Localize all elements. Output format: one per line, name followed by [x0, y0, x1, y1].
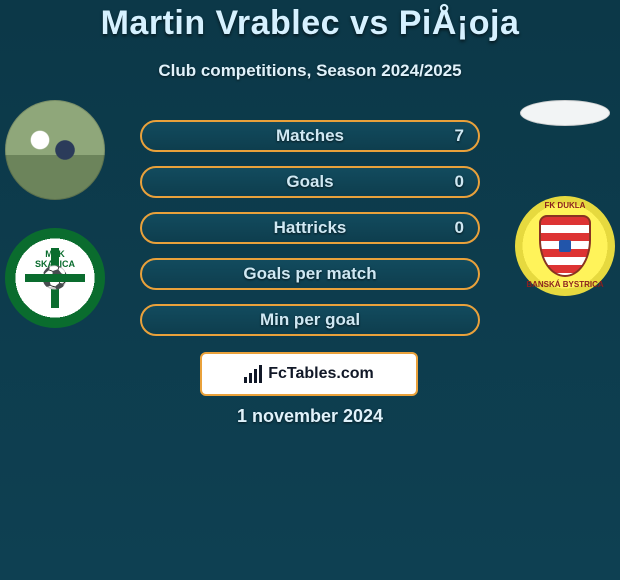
stat-row-goals: Goals 0: [140, 166, 480, 198]
stat-row-matches: Matches 7: [140, 120, 480, 152]
club-badge-left: MFK SKALICA ⚽: [5, 228, 105, 328]
stat-label: Goals per match: [158, 264, 462, 284]
snapshot-date: 1 november 2024: [0, 406, 620, 427]
brand-name: FcTables.com: [268, 365, 374, 382]
player-photo-left: [5, 100, 105, 200]
stat-right-value: 7: [455, 126, 464, 146]
comparison-card: Martin Vrablec vs PiÅ¡oja Club competiti…: [0, 0, 620, 580]
stat-row-hattricks: Hattricks 0: [140, 212, 480, 244]
brand-badge[interactable]: FcTables.com: [200, 352, 418, 396]
stat-row-gpm: Goals per match: [140, 258, 480, 290]
shield-icon: [539, 215, 591, 277]
stats-table: Matches 7 Goals 0 Hattricks 0 Goals per …: [140, 120, 480, 336]
page-subtitle: Club competitions, Season 2024/2025: [0, 61, 620, 81]
club-right-top: FK DUKLA: [515, 202, 615, 211]
stat-right-value: 0: [455, 218, 464, 238]
stat-row-mpg: Min per goal: [140, 304, 480, 336]
club-badge-right: FK DUKLA BANSKÁ BYSTRICA: [515, 196, 615, 296]
page-title: Martin Vrablec vs PiÅ¡oja: [0, 0, 620, 43]
player-photo-right: [520, 100, 610, 126]
bar-chart-icon: [244, 365, 262, 383]
club-right-bottom: BANSKÁ BYSTRICA: [515, 281, 615, 290]
left-column: MFK SKALICA ⚽: [0, 100, 110, 328]
soccer-ball-icon: ⚽: [25, 248, 85, 308]
stat-label: Min per goal: [158, 310, 462, 330]
stat-label: Hattricks: [158, 218, 462, 238]
right-column: FK DUKLA BANSKÁ BYSTRICA: [510, 100, 620, 296]
stat-label: Goals: [158, 172, 462, 192]
brand-text: FcTables.com: [268, 365, 374, 383]
stat-label: Matches: [158, 126, 462, 146]
stat-right-value: 0: [455, 172, 464, 192]
